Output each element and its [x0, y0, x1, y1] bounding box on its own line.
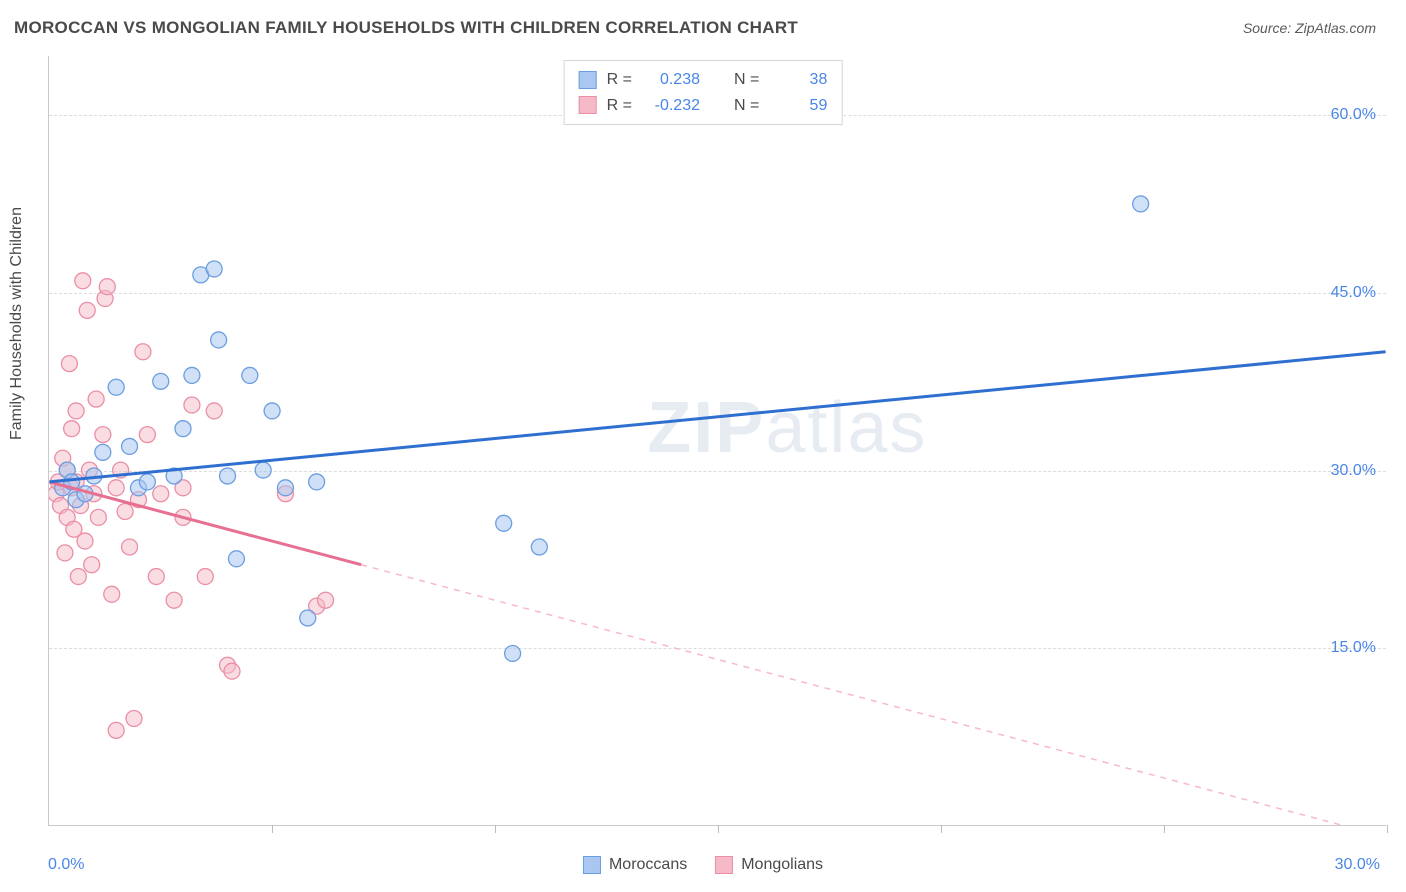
y-axis-title: Family Households with Children [8, 207, 26, 440]
chart-plot-area: 15.0%30.0%45.0%60.0% [48, 56, 1386, 826]
legend-correlation-row: R = 0.238 N = 38 [579, 67, 828, 93]
legend-series-item: Moroccans [583, 856, 687, 874]
chart-title: MOROCCAN VS MONGOLIAN FAMILY HOUSEHOLDS … [14, 18, 798, 38]
legend-series-label: Mongolians [741, 856, 823, 874]
chart-svg [49, 56, 1386, 825]
legend-n-label: N = [734, 67, 759, 93]
legend-series-item: Mongolians [715, 856, 823, 874]
legend-n-label: N = [734, 93, 759, 119]
legend-r-label: R = [607, 67, 632, 93]
legend-r-value: 0.238 [642, 67, 700, 93]
legend-correlation: R = 0.238 N = 38 R = -0.232 N = 59 [564, 60, 843, 125]
x-tick [495, 825, 496, 833]
legend-series-label: Moroccans [609, 856, 687, 874]
x-tick [1387, 825, 1388, 833]
legend-r-label: R = [607, 93, 632, 119]
legend-swatch [579, 96, 597, 114]
x-axis-label-max: 30.0% [1335, 856, 1380, 874]
legend-series: Moroccans Mongolians [583, 856, 823, 874]
chart-source: Source: ZipAtlas.com [1243, 20, 1376, 36]
legend-n-value: 38 [769, 67, 827, 93]
legend-correlation-row: R = -0.232 N = 59 [579, 93, 828, 119]
chart-header: MOROCCAN VS MONGOLIAN FAMILY HOUSEHOLDS … [0, 0, 1406, 46]
legend-r-value: -0.232 [642, 93, 700, 119]
x-tick [272, 825, 273, 833]
legend-n-value: 59 [769, 93, 827, 119]
legend-swatch [715, 856, 733, 874]
x-axis-label-min: 0.0% [48, 856, 84, 874]
x-tick [941, 825, 942, 833]
legend-swatch [579, 71, 597, 89]
x-tick [718, 825, 719, 833]
legend-swatch [583, 856, 601, 874]
x-tick [1164, 825, 1165, 833]
